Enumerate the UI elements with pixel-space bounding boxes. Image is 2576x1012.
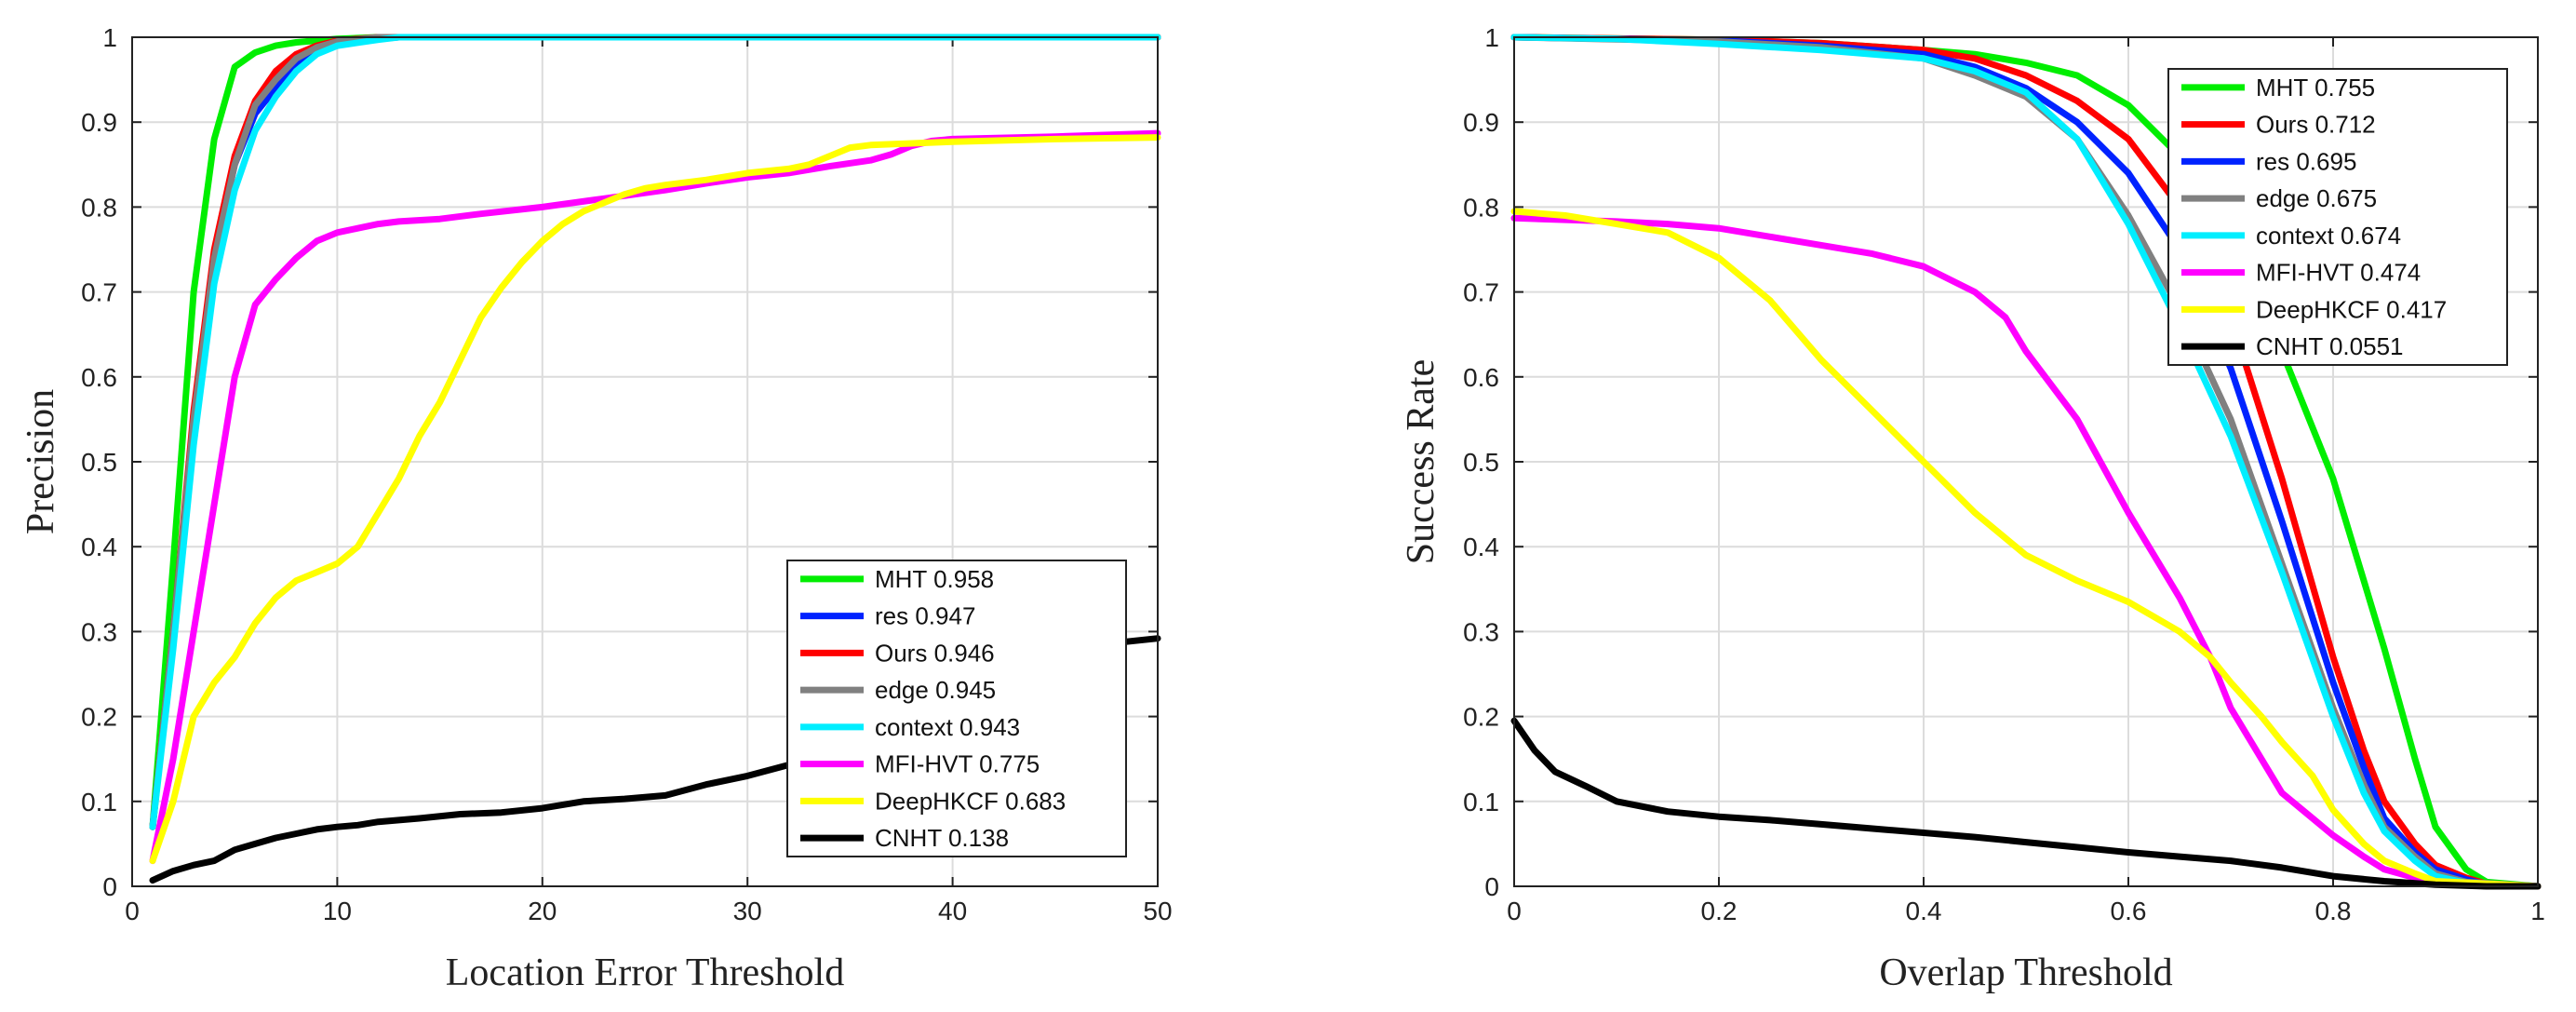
y-tick-label: 0.2 (1463, 703, 1499, 732)
series-line-context (149, 34, 1161, 830)
y-tick-label: 0.1 (81, 788, 117, 816)
x-tick-label: 0 (125, 897, 140, 925)
y-tick-label: 1 (1484, 23, 1499, 52)
legend-entry: edge 0.675 (2256, 184, 2377, 212)
y-tick-label: 0.3 (1463, 617, 1499, 646)
x-axis-label: Overlap Threshold (1879, 951, 2172, 994)
series-line-mfi-hvt (1510, 214, 2542, 890)
y-tick-label: 0.8 (81, 193, 117, 222)
y-tick-label: 0.3 (81, 617, 117, 646)
y-tick-label: 0.6 (81, 363, 117, 392)
x-tick-label: 0 (1507, 897, 1522, 925)
legend-entry: context 0.943 (875, 713, 1020, 741)
legend-box (2167, 68, 2508, 366)
legend-box (786, 560, 1127, 857)
legend-entry: MFI-HVT 0.775 (875, 750, 1040, 778)
plot-frame (1513, 36, 2539, 887)
y-tick-label: 0.5 (1463, 448, 1499, 477)
series-line-deephkcf (1510, 208, 2542, 890)
tick-labels: 0 10 20 30 40 50 0 0.1 0.2 0.3 0.4 0.5 0.6 0.7 0.8 0.9 1 (81, 23, 1173, 925)
y-axis-label: Success Rate (1400, 359, 1442, 564)
y-axis-label: Precision (20, 389, 62, 534)
x-tick-label: 30 (733, 897, 762, 925)
series-lines (149, 34, 1161, 884)
series-line-cnht (1510, 717, 2542, 890)
y-tick-label: 0.4 (1463, 533, 1499, 561)
y-tick-label: 0.2 (81, 703, 117, 732)
y-tick-label: 0.8 (1463, 193, 1499, 222)
tick-labels: 0 0.2 0.4 0.6 0.8 1 0 0.1 0.2 0.3 0.4 0.5 0.6 0.7 0.8 0… (1463, 23, 2545, 925)
x-tick-label: 10 (323, 897, 352, 925)
legend-entry: MFI-HVT 0.474 (2256, 259, 2421, 287)
y-tick-label: 0.4 (81, 533, 117, 561)
y-tick-label: 0.7 (81, 278, 117, 307)
x-tick-label: 0.6 (2111, 897, 2147, 925)
x-tick-label: 0.2 (1701, 897, 1737, 925)
legend-entry: CNHT 0.0551 (2256, 332, 2404, 360)
success-plot: 0 0.2 0.4 0.6 0.8 1 0 0.1 0.2 0.3 0.4 0.5 0.6 0.7 0.8 0… (1400, 23, 2545, 994)
y-tick-label: 0.7 (1463, 278, 1499, 307)
plot-frame (131, 36, 1159, 887)
y-tick-label: 0 (1484, 872, 1499, 901)
x-axis-label: Location Error Threshold (446, 951, 844, 994)
legend-entry: DeepHKCF 0.683 (875, 787, 1066, 815)
legend-entry: DeepHKCF 0.417 (2256, 295, 2447, 323)
legend-entry: CNHT 0.138 (875, 824, 1009, 852)
legend-entry: MHT 0.755 (2256, 74, 2375, 101)
y-tick-label: 0.5 (81, 448, 117, 477)
legend-entry: res 0.947 (875, 602, 975, 630)
legend: MHT 0.755 Ours 0.712 res 0.695 edge 0.675 co… (2167, 68, 2508, 366)
series-line-mfi-hvt (149, 129, 1161, 865)
y-tick-label: 0.9 (1463, 108, 1499, 137)
y-tick-label: 1 (102, 23, 117, 52)
x-tick-label: 40 (938, 897, 967, 925)
legend-entry: edge 0.945 (875, 676, 996, 704)
series-line-deephkcf (149, 134, 1161, 865)
legend-entry: Ours 0.712 (2256, 111, 2376, 139)
y-tick-label: 0.9 (81, 108, 117, 137)
precision-plot: 0 10 20 30 40 50 0 0.1 0.2 0.3 0.4 0.5 0.6 0.7 0.8 0.9 1… (20, 23, 1173, 994)
y-tick-label: 0.6 (1463, 363, 1499, 392)
legend-entry: Ours 0.946 (875, 639, 995, 667)
legend: MHT 0.958 res 0.947 Ours 0.946 edge 0.945 co… (786, 560, 1127, 857)
x-tick-label: 1 (2530, 897, 2545, 925)
x-tick-label: 0.8 (2315, 897, 2352, 925)
legend-entry: context 0.674 (2256, 222, 2401, 250)
legend-entry: res 0.695 (2256, 147, 2356, 175)
x-tick-label: 20 (528, 897, 557, 925)
x-tick-label: 50 (1143, 897, 1172, 925)
y-tick-label: 0.1 (1463, 788, 1499, 816)
y-tick-label: 0 (102, 872, 117, 901)
x-tick-label: 0.4 (1906, 897, 1942, 925)
legend-entry: MHT 0.958 (875, 565, 994, 593)
